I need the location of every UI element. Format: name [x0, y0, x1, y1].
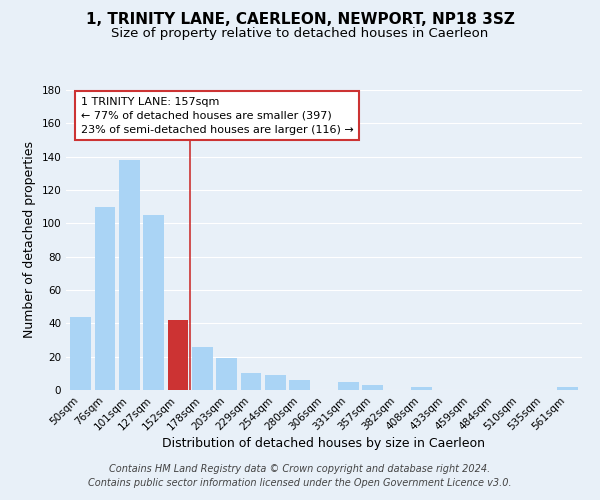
Text: 1, TRINITY LANE, CAERLEON, NEWPORT, NP18 3SZ: 1, TRINITY LANE, CAERLEON, NEWPORT, NP18… [86, 12, 514, 28]
Bar [241, 374, 262, 390]
Y-axis label: Number of detached properties: Number of detached properties [23, 142, 36, 338]
Bar [265, 375, 286, 390]
Bar [338, 382, 359, 390]
Bar [143, 215, 164, 390]
Bar [411, 386, 432, 390]
X-axis label: Distribution of detached houses by size in Caerleon: Distribution of detached houses by size … [163, 438, 485, 450]
Bar [192, 346, 212, 390]
Bar [362, 385, 383, 390]
Bar [95, 206, 115, 390]
Text: Contains HM Land Registry data © Crown copyright and database right 2024.
Contai: Contains HM Land Registry data © Crown c… [88, 464, 512, 487]
Bar [557, 386, 578, 390]
Text: 1 TRINITY LANE: 157sqm
← 77% of detached houses are smaller (397)
23% of semi-de: 1 TRINITY LANE: 157sqm ← 77% of detached… [80, 96, 353, 134]
Bar [289, 380, 310, 390]
Bar [167, 320, 188, 390]
Bar [216, 358, 237, 390]
Text: Size of property relative to detached houses in Caerleon: Size of property relative to detached ho… [112, 28, 488, 40]
Bar [119, 160, 140, 390]
Bar [70, 316, 91, 390]
